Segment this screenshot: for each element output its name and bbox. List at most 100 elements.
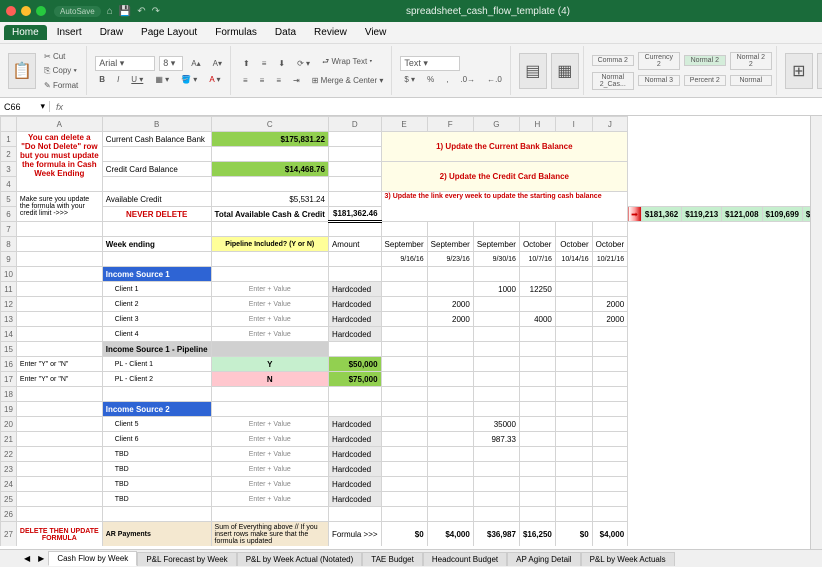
cell[interactable]: NEVER DELETE bbox=[102, 207, 211, 222]
cell[interactable]: Enter "Y" or "N" bbox=[16, 372, 102, 387]
row-header[interactable]: 19 bbox=[1, 402, 17, 417]
cell[interactable]: 2) Update the Credit Card Balance bbox=[381, 162, 628, 192]
row-header[interactable]: 26 bbox=[1, 507, 17, 522]
style-currency2[interactable]: Currency 2 bbox=[638, 52, 680, 70]
cell[interactable]: 10/7/16 bbox=[519, 252, 555, 267]
font-color-button[interactable]: A ▾ bbox=[205, 73, 224, 86]
style-normal2cas[interactable]: Normal 2_Cas... bbox=[592, 72, 634, 90]
align-middle-button[interactable]: ≡ bbox=[258, 57, 271, 70]
cell[interactable]: Client 3 bbox=[102, 312, 211, 327]
col-header[interactable]: F bbox=[427, 117, 473, 132]
row-header[interactable]: 13 bbox=[1, 312, 17, 327]
font-size-select[interactable]: 8 ▾ bbox=[159, 56, 183, 71]
col-header[interactable]: C bbox=[211, 117, 328, 132]
col-header[interactable]: A bbox=[16, 117, 102, 132]
cell[interactable]: Available Credit bbox=[102, 192, 211, 207]
arrow-cell[interactable]: ➡ bbox=[628, 207, 642, 222]
cell[interactable]: 1000 bbox=[473, 282, 519, 297]
name-box[interactable]: C66▾ bbox=[0, 101, 50, 112]
style-comma2[interactable]: Comma 2 bbox=[592, 55, 634, 66]
sheet-tab[interactable]: P&L by Week Actual (Notated) bbox=[237, 552, 363, 566]
style-normal2[interactable]: Normal 2 bbox=[684, 55, 726, 66]
style-normal22[interactable]: Normal 2 2 bbox=[730, 52, 772, 70]
cell[interactable]: $36,987 bbox=[473, 522, 519, 547]
cell[interactable]: 10/21/16 bbox=[592, 252, 627, 267]
paste-button[interactable]: 📋 bbox=[8, 53, 36, 89]
cell[interactable]: Hardcoded bbox=[328, 432, 381, 447]
underline-button[interactable]: U ▾ bbox=[127, 73, 147, 86]
menu-review[interactable]: Review bbox=[306, 25, 355, 40]
cell[interactable]: Enter "Y" or "N" bbox=[16, 357, 102, 372]
col-header[interactable]: E bbox=[381, 117, 427, 132]
cell[interactable]: Income Source 1 - Pipeline bbox=[102, 342, 211, 357]
cell[interactable]: $119,213 bbox=[682, 207, 722, 222]
cell[interactable]: Enter + Value bbox=[211, 282, 328, 297]
cell[interactable]: Hardcoded bbox=[328, 312, 381, 327]
cell[interactable]: $181,362 bbox=[641, 207, 681, 222]
sheet-tab[interactable]: Cash Flow by Week bbox=[48, 551, 137, 566]
cell[interactable]: Enter + Value bbox=[211, 492, 328, 507]
indent-button[interactable]: ⇥ bbox=[289, 74, 304, 87]
decrease-font-button[interactable]: A▾ bbox=[209, 57, 226, 70]
cell[interactable]: Enter + Value bbox=[211, 462, 328, 477]
bold-button[interactable]: B bbox=[95, 73, 109, 86]
row-header[interactable]: 27 bbox=[1, 522, 17, 547]
row-header[interactable]: 2 bbox=[1, 147, 17, 162]
sheet-tab[interactable]: P&L Forecast by Week bbox=[137, 552, 236, 566]
increase-decimal-button[interactable]: .0→ bbox=[456, 73, 479, 86]
cell[interactable]: 9/30/16 bbox=[473, 252, 519, 267]
cell[interactable]: Total Available Cash & Credit bbox=[211, 207, 328, 222]
row-header[interactable]: 24 bbox=[1, 477, 17, 492]
cell[interactable]: Credit Card Balance bbox=[102, 162, 211, 177]
row-header[interactable]: 4 bbox=[1, 177, 17, 192]
cell[interactable]: Hardcoded bbox=[328, 492, 381, 507]
menu-page-layout[interactable]: Page Layout bbox=[133, 25, 205, 40]
cell[interactable]: $14,468.76 bbox=[211, 162, 328, 177]
home-icon[interactable]: ⌂ bbox=[107, 6, 113, 17]
format-painter-button[interactable]: ✎ Format bbox=[40, 79, 82, 92]
menu-data[interactable]: Data bbox=[267, 25, 304, 40]
cell[interactable]: 9/23/16 bbox=[427, 252, 473, 267]
col-header[interactable]: I bbox=[555, 117, 592, 132]
cell[interactable]: $0 bbox=[381, 522, 427, 547]
cell[interactable]: 1) Update the Current Bank Balance bbox=[381, 132, 628, 162]
cell[interactable]: 2000 bbox=[427, 297, 473, 312]
row-header[interactable]: 21 bbox=[1, 432, 17, 447]
row-header[interactable]: 15 bbox=[1, 342, 17, 357]
cell[interactable]: TBD bbox=[102, 492, 211, 507]
cell[interactable]: 2000 bbox=[592, 312, 627, 327]
tab-nav-next[interactable]: ▶ bbox=[34, 554, 48, 563]
cell[interactable]: Enter + Value bbox=[211, 417, 328, 432]
row-header[interactable]: 3 bbox=[1, 162, 17, 177]
row-header[interactable]: 14 bbox=[1, 327, 17, 342]
row-header[interactable]: 5 bbox=[1, 192, 17, 207]
cell[interactable]: Enter + Value bbox=[211, 312, 328, 327]
decrease-decimal-button[interactable]: ←.0 bbox=[483, 73, 506, 86]
cell[interactable]: $50,000 bbox=[328, 357, 381, 372]
sheet-tab[interactable]: P&L by Week Actuals bbox=[581, 552, 675, 566]
style-normal3[interactable]: Normal 3 bbox=[638, 75, 680, 86]
undo-icon[interactable]: ↶ bbox=[137, 6, 145, 17]
cell[interactable]: DELETE THEN UPDATE FORMULA bbox=[16, 522, 102, 547]
col-header[interactable]: G bbox=[473, 117, 519, 132]
format-as-table-button[interactable]: ▦ bbox=[551, 53, 579, 89]
cell[interactable]: Enter + Value bbox=[211, 327, 328, 342]
cell[interactable]: Enter + Value bbox=[211, 447, 328, 462]
row-header[interactable]: 12 bbox=[1, 297, 17, 312]
increase-font-button[interactable]: A▴ bbox=[187, 57, 204, 70]
menu-home[interactable]: Home bbox=[4, 25, 47, 40]
minimize-icon[interactable] bbox=[21, 6, 31, 16]
row-header[interactable]: 20 bbox=[1, 417, 17, 432]
cell[interactable]: October bbox=[555, 237, 592, 252]
cell[interactable]: October bbox=[592, 237, 627, 252]
border-button[interactable]: ▦ ▾ bbox=[151, 73, 173, 86]
row-header[interactable]: 9 bbox=[1, 252, 17, 267]
cell[interactable]: 9/16/16 bbox=[381, 252, 427, 267]
currency-button[interactable]: $ ▾ bbox=[400, 73, 419, 86]
menu-formulas[interactable]: Formulas bbox=[207, 25, 265, 40]
fill-color-button[interactable]: 🪣 ▾ bbox=[177, 73, 201, 86]
cell[interactable]: September bbox=[381, 237, 427, 252]
orientation-button[interactable]: ⟳ ▾ bbox=[293, 57, 314, 70]
cell[interactable]: Income Source 2 bbox=[102, 402, 211, 417]
cell[interactable]: $0 bbox=[555, 522, 592, 547]
